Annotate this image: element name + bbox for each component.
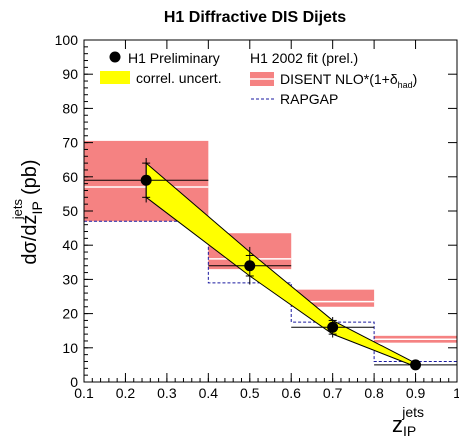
- legend-band-swatch: [100, 71, 130, 84]
- data-point-0: [140, 174, 152, 186]
- x-tick-label-4: 0.5: [240, 385, 260, 401]
- legend-data-label: H1 Preliminary: [128, 50, 220, 66]
- x-tick-label-6: 0.7: [323, 385, 343, 401]
- x-tick-label-3: 0.4: [199, 385, 219, 401]
- y-tick-label-10: 100: [55, 32, 79, 48]
- y-tick-label-3: 30: [62, 271, 78, 287]
- x-tick-label-8: 0.9: [406, 385, 426, 401]
- x-tick-label-5: 0.6: [281, 385, 301, 401]
- legend-rapgap-label: RAPGAP: [280, 91, 338, 107]
- x-axis-label: zIPjets: [392, 404, 424, 438]
- y-axis-label: dσ/dzIPjets(pb): [10, 159, 45, 264]
- y-tick-label-4: 40: [62, 237, 78, 253]
- x-tick-label-7: 0.8: [364, 385, 384, 401]
- legend-band-label: correl. uncert.: [136, 70, 222, 86]
- legend: H1 Preliminary correl. uncert. H1 2002 f…: [100, 50, 417, 107]
- legend-data-marker: [109, 51, 121, 63]
- axes: 0.1 0.2 0.3 0.4 0.5 0.6 0.7 0.8 0.9 1010203040506…: [55, 32, 459, 401]
- x-tick-label-9: 1: [453, 385, 459, 401]
- legend-nlo-label: DISENT NLO*(1+δhad): [280, 71, 417, 90]
- y-tick-label-7: 70: [62, 135, 78, 151]
- y-tick-label-1: 10: [62, 340, 78, 356]
- x-tick-label-1: 0.2: [116, 385, 136, 401]
- x-tick-label-0: 0.1: [74, 385, 94, 401]
- y-tick-label-8: 80: [62, 100, 78, 116]
- data-point-1: [244, 260, 256, 272]
- y-tick-label-0: 0: [70, 374, 78, 390]
- plot-area: [84, 140, 457, 371]
- y-tick-label-6: 60: [62, 169, 78, 185]
- x-tick-label-2: 0.3: [157, 385, 177, 401]
- legend-fit-header: H1 2002 fit (prel.): [250, 50, 358, 66]
- y-tick-label-5: 50: [62, 203, 78, 219]
- disent-band-2: [291, 289, 375, 307]
- data-point-2: [327, 321, 339, 333]
- y-tick-label-2: 20: [62, 306, 78, 322]
- data-point-3: [410, 359, 422, 371]
- chart-title: H1 Diffractive DIS Dijets: [164, 9, 346, 26]
- y-tick-label-9: 90: [62, 66, 78, 82]
